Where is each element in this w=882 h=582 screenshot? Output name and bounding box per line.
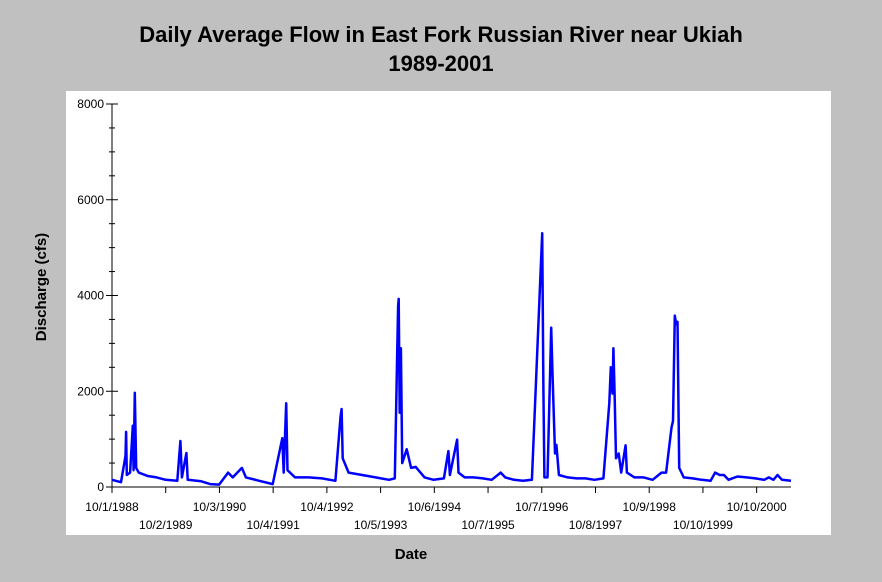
y-tick-label: 2000 <box>77 384 104 398</box>
x-axis: 10/1/1988 10/3/1990 10/4/1992 10/6/1994 10/7… <box>85 486 791 532</box>
y-tick-label: 0 <box>97 480 104 494</box>
x-tick-label: 10/5/1993 <box>354 518 408 532</box>
x-tick-label: 10/3/1990 <box>193 500 247 514</box>
x-tick-label: 10/2/1989 <box>139 518 193 532</box>
chart-title: Daily Average Flow in East Fork Russian … <box>139 22 743 47</box>
x-tick-label: 10/9/1998 <box>623 500 677 514</box>
x-tick-label: 10/4/1991 <box>246 518 300 532</box>
y-tick-label: 8000 <box>77 97 104 111</box>
y-tick-label: 4000 <box>77 289 104 303</box>
x-tick-label: 10/6/1994 <box>408 500 462 514</box>
y-axis-label: Discharge (cfs) <box>33 233 50 341</box>
series-line <box>111 232 792 486</box>
x-tick-label: 10/8/1997 <box>569 518 623 532</box>
x-axis-label: Date <box>395 546 428 563</box>
x-tick-label: 10/4/1992 <box>300 500 354 514</box>
x-tick-label: 10/7/1996 <box>515 500 569 514</box>
x-tick-label: 10/7/1995 <box>461 518 515 532</box>
series-layer <box>111 232 792 486</box>
x-tick-label: 10/10/1999 <box>673 518 733 532</box>
x-tick-label: 10/1/1988 <box>85 500 139 514</box>
y-axis: 0 2000 4000 6000 8000 <box>77 97 118 494</box>
y-tick-label: 6000 <box>77 193 104 207</box>
x-tick-label: 10/10/2000 <box>727 500 787 514</box>
chart-subtitle: 1989-2001 <box>388 51 494 76</box>
